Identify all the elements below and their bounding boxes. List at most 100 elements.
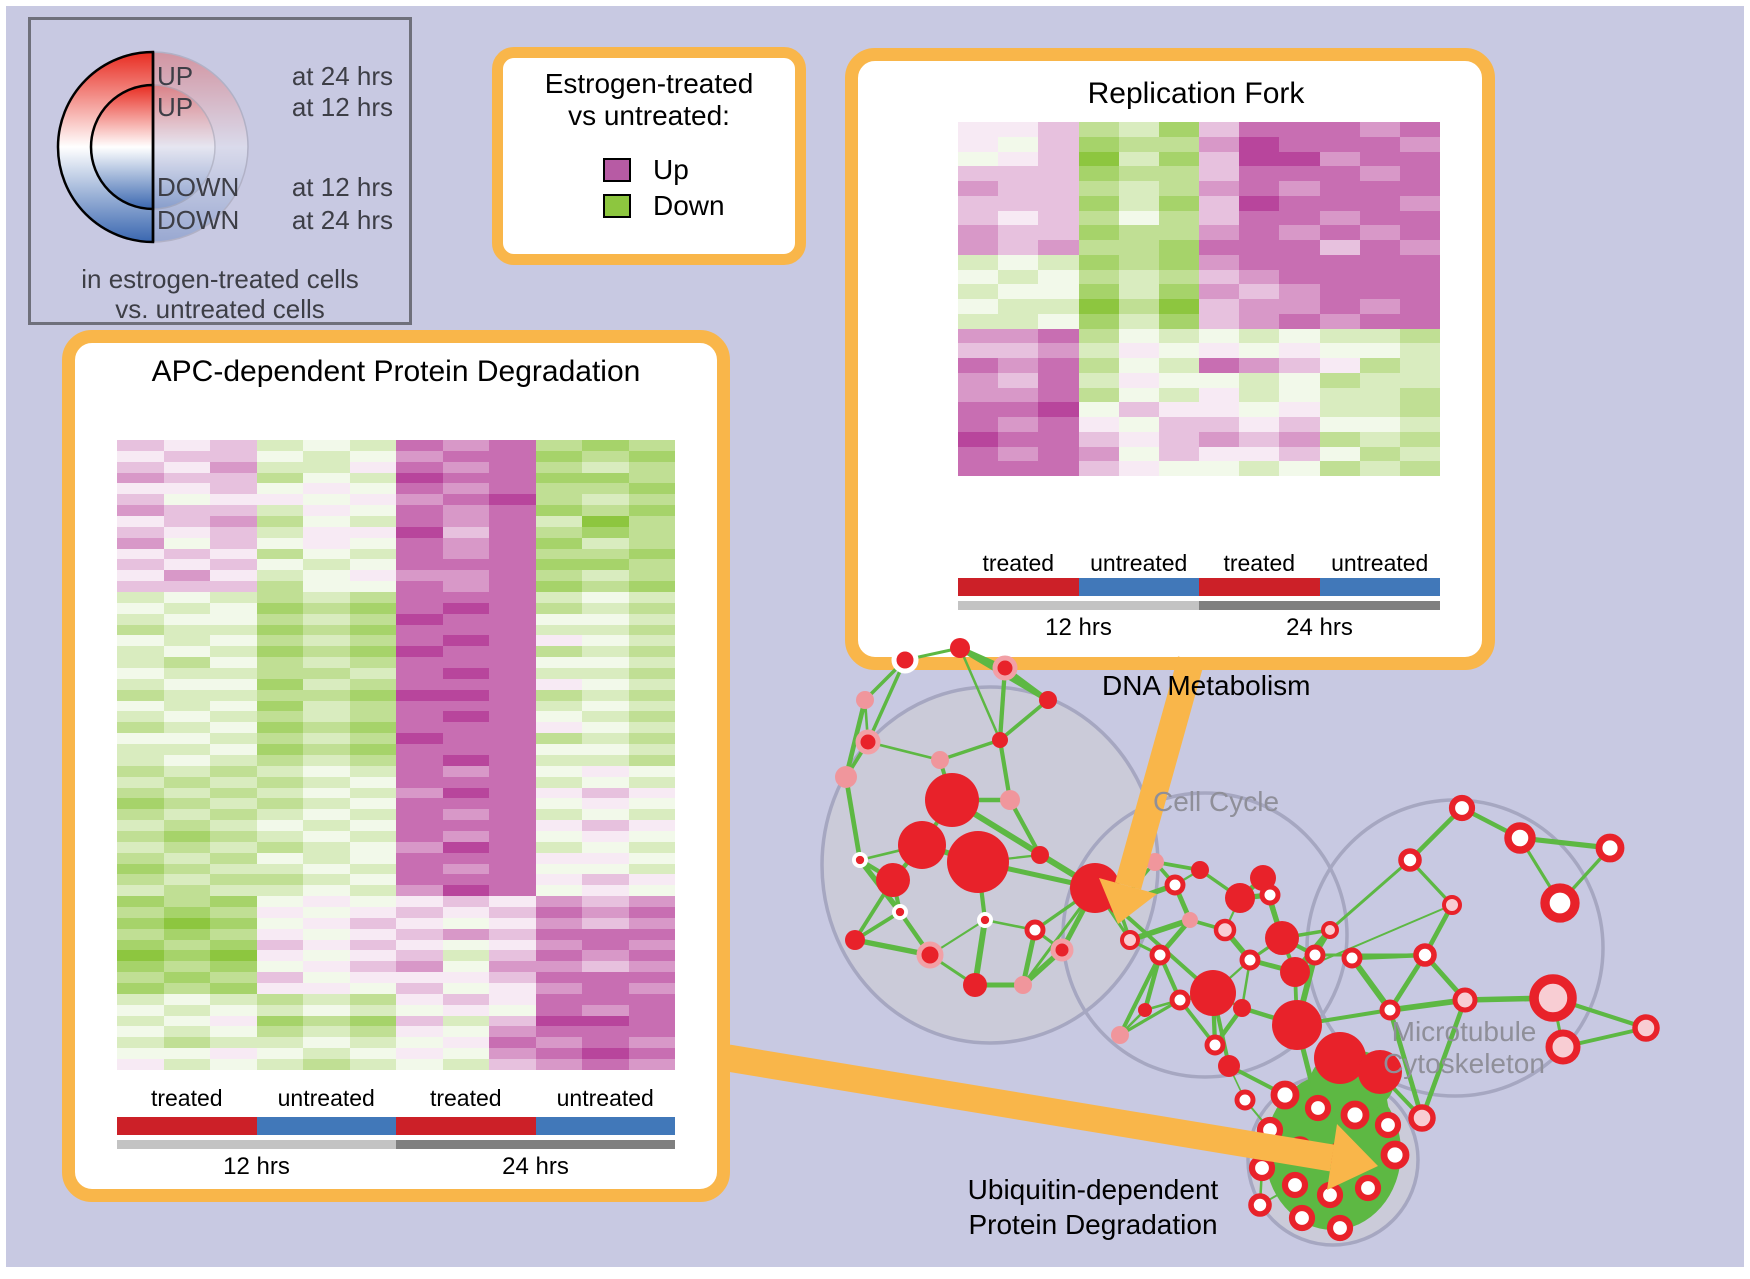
microtubule-label-line2: Cytoskeleton xyxy=(1383,1048,1545,1079)
rf-group-labels: treated untreated treated untreated xyxy=(958,550,1440,577)
heatmap-row xyxy=(117,646,675,658)
down-color-swatch-icon xyxy=(603,194,631,218)
inner-ring-right-faded xyxy=(152,84,216,210)
rf-group-label-untreated-12: untreated xyxy=(1090,550,1188,576)
heatmap-row xyxy=(958,181,1441,196)
inner-ring-left xyxy=(89,83,155,211)
heatmap-row xyxy=(117,581,675,593)
heatmap-row xyxy=(117,1048,675,1059)
rf-bar-treated-12 xyxy=(958,578,1079,596)
legend-dir: DOWN xyxy=(157,205,240,235)
heatmap-row xyxy=(117,939,675,951)
apc-bar-untreated-12 xyxy=(256,1117,396,1135)
apc-group-label-untreated-12: untreated xyxy=(277,1085,375,1111)
heatmap-row xyxy=(117,830,675,842)
apc-label-24hrs: 24 hrs xyxy=(502,1153,569,1180)
ubiquitin-label-line2: Protein Degradation xyxy=(968,1209,1218,1240)
heatmap-row xyxy=(958,210,1441,226)
rf-bar-treated-24 xyxy=(1199,578,1320,596)
heatmap-row xyxy=(958,372,1441,388)
heatmap-row xyxy=(117,744,675,755)
legend-dir: UP xyxy=(157,61,194,91)
rf-bar-24hrs xyxy=(1199,601,1440,610)
heatmap-row xyxy=(117,917,675,929)
heatmap-row xyxy=(117,526,675,538)
cell-cycle-label: Cell Cycle xyxy=(1152,786,1280,817)
heatmap-row xyxy=(117,982,675,994)
heatmap-row xyxy=(117,635,675,647)
updown-legend-title-line2: vs untreated: xyxy=(568,100,730,131)
rf-bar-untreated-12 xyxy=(1078,578,1199,596)
heatmap-row xyxy=(117,950,675,962)
up-color-swatch-icon xyxy=(603,158,631,182)
heatmap-row xyxy=(117,450,675,462)
heatmap-row xyxy=(117,874,675,886)
apc-panel-title: APC-dependent Protein Degradation xyxy=(151,355,641,388)
heatmap-row xyxy=(117,689,675,701)
apc-heatmap xyxy=(117,440,675,1070)
apc-treatment-colorbar xyxy=(117,1117,675,1135)
heatmap-row xyxy=(958,402,1441,417)
apc-time-bar xyxy=(117,1140,675,1149)
heatmap-row xyxy=(117,440,675,451)
rf-time-bar xyxy=(958,601,1440,610)
rf-group-label-untreated-24: untreated xyxy=(1331,550,1429,576)
replication-fork-panel: Replication Fork treated untreated treat… xyxy=(845,48,1495,670)
heatmap-row xyxy=(958,254,1441,270)
heatmap-row xyxy=(117,1037,675,1049)
heatmap-row xyxy=(117,570,675,582)
heatmap-row xyxy=(958,269,1441,285)
heatmap-row xyxy=(958,299,1441,314)
rf-treatment-colorbar xyxy=(958,578,1440,596)
legend-time: at 24 hrs xyxy=(291,61,393,91)
apc-bar-12hrs xyxy=(117,1140,396,1149)
apc-bar-treated-24 xyxy=(396,1117,536,1135)
heatmap-row xyxy=(117,722,675,734)
heatmap-row xyxy=(117,657,675,669)
heatmap-row xyxy=(117,668,675,679)
heatmap-row xyxy=(958,446,1441,462)
heatmap-row xyxy=(958,313,1441,329)
ubiquitin-label-line1: Ubiquitin-dependent xyxy=(967,1174,1219,1205)
legend-row-up-24: UP at 24 hrs xyxy=(31,61,409,91)
heatmap-row xyxy=(117,505,675,517)
heatmap-row xyxy=(117,928,675,940)
apc-time-labels: 12 hrs 24 hrs xyxy=(117,1153,675,1181)
heatmap-row xyxy=(117,548,675,560)
heatmap-row xyxy=(117,961,675,973)
heatmap-row xyxy=(958,225,1441,240)
legend-caption-line1: in estrogen-treated cells xyxy=(81,264,359,294)
heatmap-row xyxy=(117,678,675,690)
heatmap-row xyxy=(117,798,675,810)
heatmap-row xyxy=(117,1015,675,1027)
legend-item-down-label: Down xyxy=(653,190,725,221)
legend-item-up: Up xyxy=(603,154,689,185)
heatmap-row xyxy=(117,972,675,983)
circle-ring-legend: UP at 24 hrs UP at 12 hrs DOWN at 12 hrs… xyxy=(28,17,412,325)
apc-group-label-untreated-24: untreated xyxy=(556,1085,654,1111)
legend-dir: UP xyxy=(157,92,194,122)
heatmap-row xyxy=(117,765,675,777)
legend-row-up-12: UP at 12 hrs xyxy=(31,92,409,122)
heatmap-row xyxy=(958,358,1441,373)
heatmap-row xyxy=(117,537,675,549)
heatmap-row xyxy=(958,166,1441,181)
heatmap-row xyxy=(117,776,675,788)
rf-label-12hrs: 12 hrs xyxy=(1045,614,1112,641)
heatmap-row xyxy=(958,151,1441,167)
rf-label-24hrs: 24 hrs xyxy=(1286,614,1353,641)
apc-degradation-panel: APC-dependent Protein Degradation treate… xyxy=(62,330,730,1202)
legend-row-down-24: DOWN at 24 hrs xyxy=(31,205,409,235)
legend-time: at 24 hrs xyxy=(291,205,393,235)
apc-group-label-treated-12: treated xyxy=(150,1085,223,1111)
legend-item-up-label: Up xyxy=(653,154,689,185)
heatmap-row xyxy=(117,754,675,766)
heatmap-row xyxy=(117,613,675,625)
heatmap-row xyxy=(117,1058,675,1070)
apc-bar-treated-12 xyxy=(117,1117,257,1135)
microtubule-cytoskeleton-label: Microtubule Cytoskeleton xyxy=(1364,1016,1564,1080)
up-down-ring-diagram xyxy=(56,50,249,244)
heatmap-row xyxy=(117,993,675,1005)
heatmap-row xyxy=(958,387,1441,403)
